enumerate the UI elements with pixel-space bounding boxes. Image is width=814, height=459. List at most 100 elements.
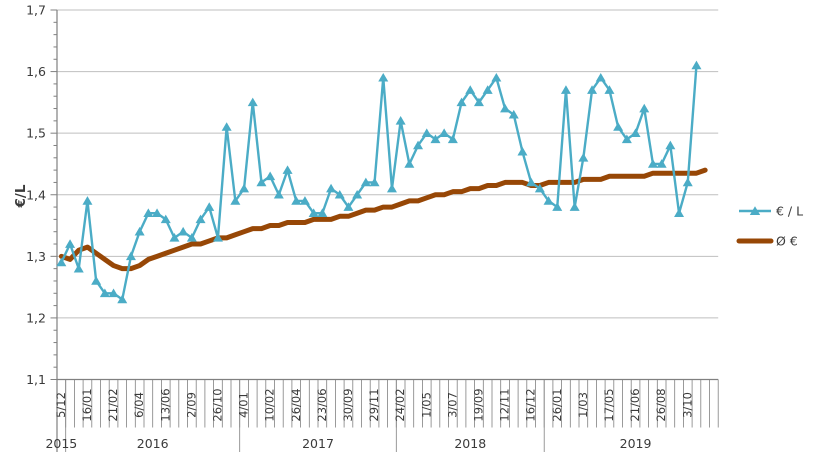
- average-price-polyline: [58, 167, 708, 272]
- x-date-label: 26/10: [210, 388, 224, 421]
- price-point-marker: [491, 72, 502, 82]
- price-point-marker: [569, 202, 580, 211]
- x-date-label: 24/02: [393, 388, 407, 421]
- price-point-marker: [500, 103, 511, 113]
- price-point-marker: [378, 72, 389, 82]
- price-point-marker: [99, 288, 110, 298]
- price-point-marker: [682, 177, 693, 187]
- price-point-marker: [369, 177, 380, 187]
- x-date-label: 21/02: [106, 388, 120, 421]
- price-point-marker: [665, 140, 676, 150]
- x-date-label: 29/11: [367, 388, 381, 421]
- price-point-marker: [256, 177, 267, 187]
- price-point-marker: [691, 60, 702, 70]
- year-separator-lines: [65, 379, 545, 452]
- price-point-marker: [647, 159, 658, 168]
- legend-price-label: € / L: [776, 204, 803, 219]
- y-tick-label: 1,1: [26, 372, 46, 387]
- price-point-marker: [560, 85, 571, 94]
- price-point-marker: [186, 233, 197, 242]
- y-tick-label: 1,2: [26, 310, 46, 325]
- x-axis-tick-lines: [56, 379, 719, 428]
- legend: € / L Ø €: [736, 204, 803, 249]
- price-point-marker: [160, 214, 171, 224]
- y-tick-label: 1,6: [26, 64, 46, 79]
- y-axis-tick-labels: 1,1 1,2 1,3 1,4 1,5 1,6 1,7: [26, 3, 46, 388]
- y-tick-label: 1,5: [26, 126, 46, 141]
- price-point-marker: [291, 196, 302, 205]
- price-point-marker: [117, 294, 128, 304]
- x-date-label: 1/05: [419, 392, 433, 418]
- legend-price-marker-icon: [749, 206, 761, 215]
- price-point-marker: [656, 159, 667, 168]
- year-label: 2016: [137, 436, 169, 451]
- series-average-line: [58, 167, 708, 272]
- year-label: 2019: [620, 436, 652, 451]
- price-point-marker: [534, 183, 545, 193]
- price-point-marker: [299, 196, 310, 205]
- price-polyline: [60, 65, 698, 301]
- price-point-marker: [273, 189, 284, 199]
- price-point-marker: [73, 263, 84, 273]
- x-date-label: 23/06: [315, 388, 329, 421]
- year-label: 2015: [45, 436, 77, 451]
- price-point-marker: [265, 171, 276, 181]
- price-point-marker: [134, 226, 145, 236]
- price-point-marker: [282, 165, 293, 174]
- gridlines: [57, 9, 719, 319]
- price-point-marker: [578, 153, 589, 162]
- price-point-marker: [212, 233, 223, 242]
- x-date-label: 12/11: [498, 388, 512, 421]
- series-price-line: [56, 60, 702, 304]
- x-date-label: 26/01: [550, 388, 564, 421]
- x-date-label: 19/09: [471, 388, 485, 421]
- price-point-marker: [65, 239, 76, 248]
- price-point-marker: [204, 202, 215, 211]
- x-date-label: 17/05: [602, 388, 616, 421]
- price-point-marker: [526, 177, 537, 187]
- year-labels: 2015 2016 2017 2018 2019: [45, 436, 651, 451]
- legend-average-label: Ø €: [776, 234, 798, 249]
- y-tick-label: 1,4: [26, 187, 46, 202]
- y-tick-label: 1,7: [26, 3, 46, 18]
- x-date-label: 30/09: [341, 388, 355, 421]
- x-date-label: 2/09: [184, 392, 198, 418]
- price-point-marker: [552, 202, 563, 211]
- x-date-label: 6/04: [132, 392, 146, 418]
- price-point-marker: [413, 140, 424, 150]
- price-point-marker: [621, 134, 632, 144]
- price-point-marker: [613, 122, 624, 131]
- price-point-marker: [221, 122, 232, 131]
- x-axis-date-labels: 5/12 16/01 21/02 6/04 13/06 2/09 26/10 4/01 10/0…: [54, 388, 694, 421]
- price-point-marker: [195, 214, 206, 224]
- price-point-marker: [639, 103, 650, 113]
- price-point-marker: [456, 97, 467, 107]
- price-point-marker: [517, 146, 528, 156]
- price-point-marker: [447, 134, 458, 144]
- x-date-label: 26/08: [654, 388, 668, 421]
- price-point-marker: [386, 183, 397, 193]
- x-date-label: 3/07: [445, 392, 459, 418]
- x-date-label: 1/03: [576, 392, 590, 418]
- price-point-marker: [360, 177, 371, 187]
- x-date-label: 26/04: [289, 388, 303, 421]
- price-point-marker: [247, 97, 258, 107]
- price-point-marker: [543, 196, 554, 205]
- price-point-marker: [308, 208, 319, 218]
- x-date-label: 13/06: [158, 388, 172, 421]
- price-point-marker: [178, 226, 189, 236]
- price-point-marker: [56, 257, 67, 267]
- price-point-marker: [587, 85, 598, 94]
- year-label: 2017: [302, 436, 334, 451]
- legend-item-average: Ø €: [736, 234, 798, 249]
- price-point-marker: [91, 276, 102, 285]
- x-date-label: 5/12: [54, 392, 68, 418]
- price-point-marker: [674, 208, 685, 218]
- price-point-marker: [317, 208, 328, 218]
- x-date-label: 21/06: [628, 388, 642, 421]
- axes: [50, 9, 719, 452]
- price-point-marker: [239, 183, 250, 193]
- price-point-marker: [169, 233, 180, 242]
